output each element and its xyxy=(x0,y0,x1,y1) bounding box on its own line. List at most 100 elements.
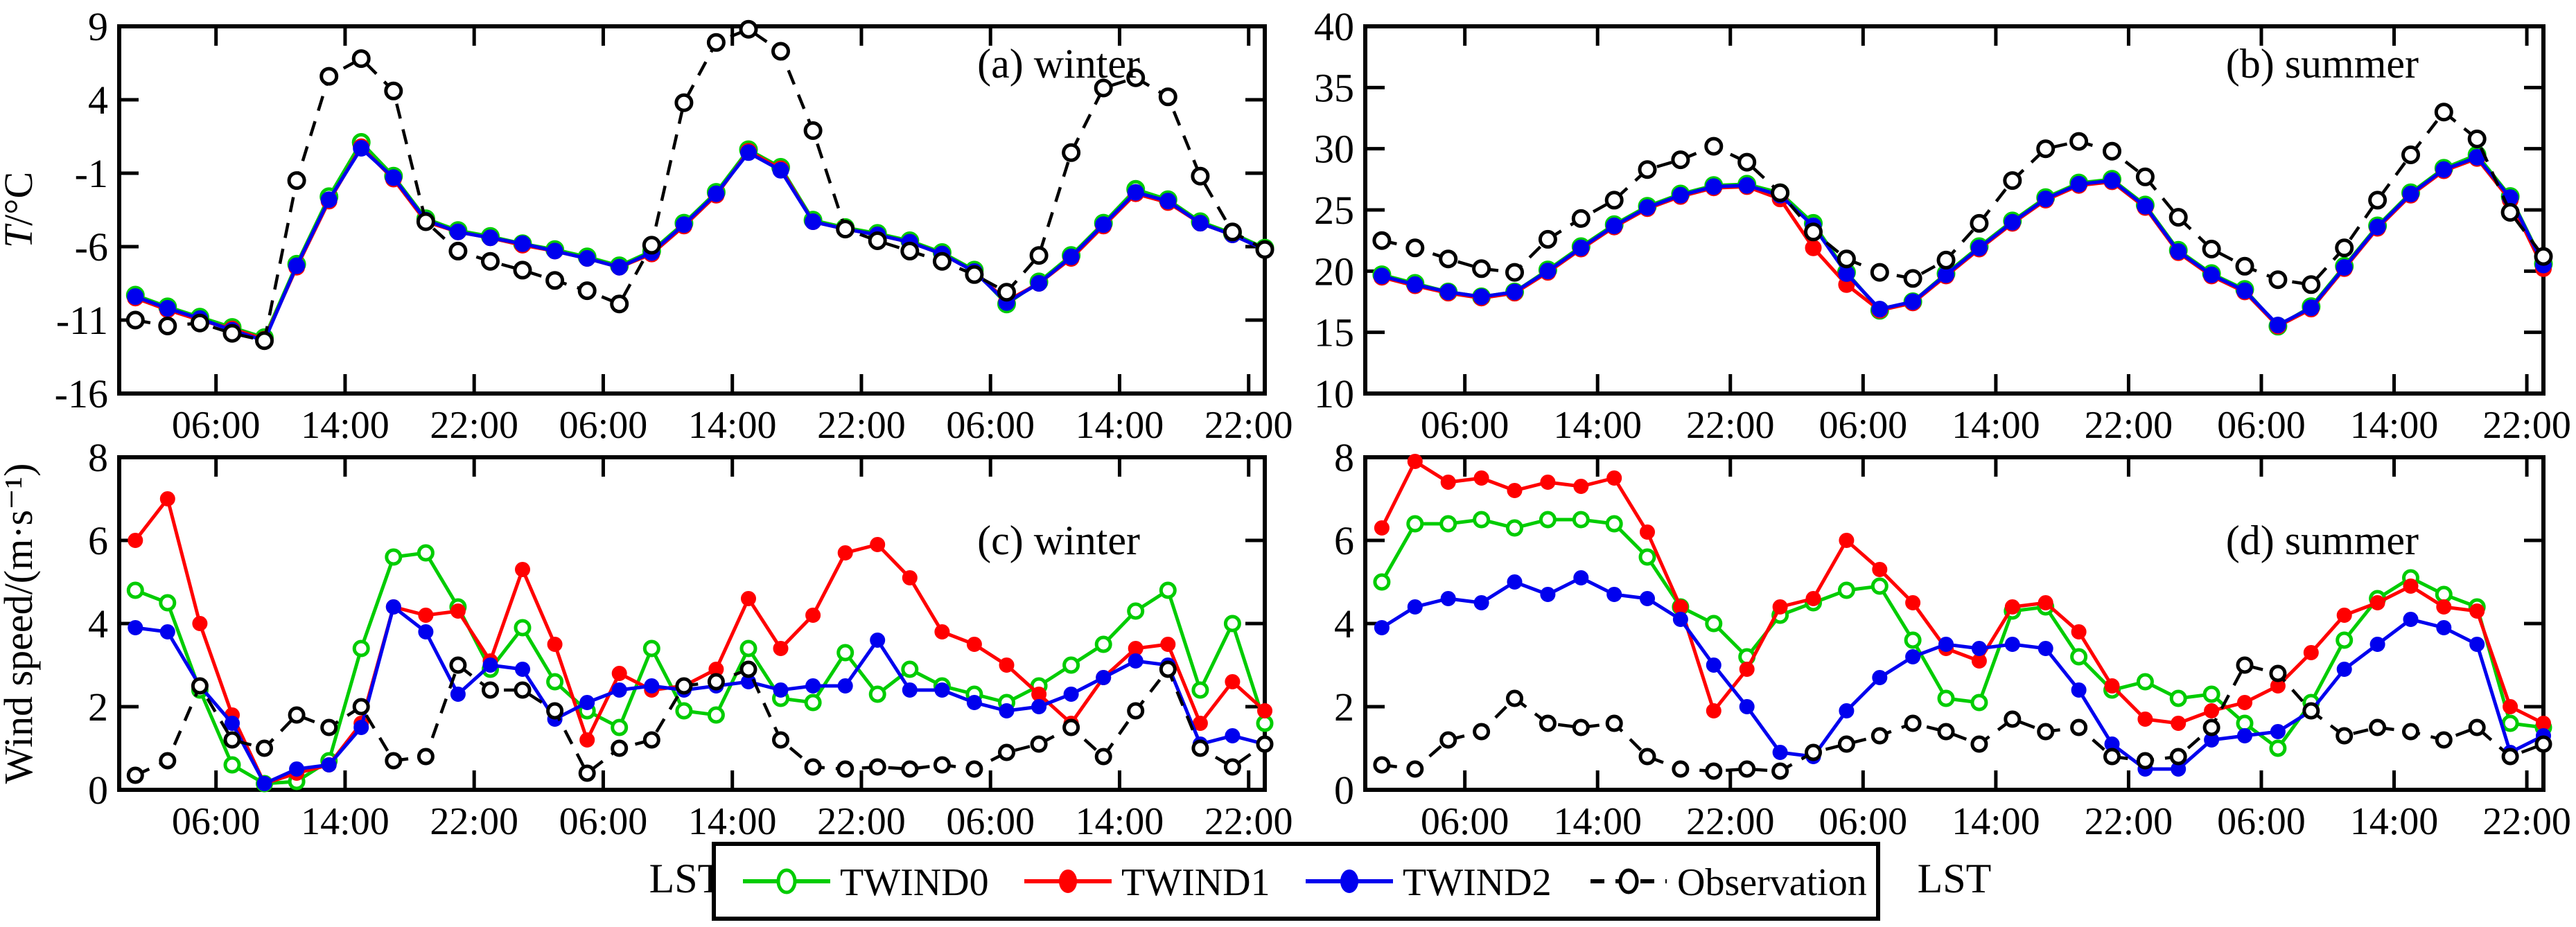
filled-circle-marker xyxy=(741,591,756,606)
filled-circle-marker xyxy=(2369,637,2385,652)
filled-circle-marker xyxy=(966,695,982,710)
filled-circle-marker xyxy=(1738,177,1755,194)
open-circle-marker xyxy=(836,220,855,239)
open-circle-marker xyxy=(2402,723,2419,741)
open-circle-marker xyxy=(1127,702,1145,720)
filled-circle-marker xyxy=(1739,662,1755,677)
open-circle-marker xyxy=(222,324,242,343)
y-tick-label: 0 xyxy=(1334,768,1354,813)
open-circle-marker xyxy=(2335,238,2354,258)
filled-circle-marker xyxy=(2469,637,2485,652)
filled-circle-marker xyxy=(2038,595,2053,610)
open-circle-marker xyxy=(803,121,823,140)
x-tick-label: 06:00 xyxy=(2217,404,2306,447)
open-circle-marker xyxy=(836,760,855,778)
x-tick-label: 22:00 xyxy=(430,404,518,447)
filled-circle-marker xyxy=(2004,599,2020,615)
x-tick-label: 06:00 xyxy=(2217,800,2306,843)
open-circle-marker xyxy=(1094,748,1112,766)
series-twind1-panel-d xyxy=(1374,454,2551,731)
filled-circle-marker xyxy=(772,161,789,179)
open-circle-marker xyxy=(158,317,177,335)
y-tick-label: 9 xyxy=(88,4,108,49)
open-circle-marker xyxy=(1439,249,1458,269)
y-tick-label: 20 xyxy=(1314,249,1354,294)
filled-circle-marker xyxy=(1872,562,1888,577)
open-circle-marker xyxy=(385,548,403,566)
open-circle-marker xyxy=(2534,247,2553,266)
open-circle-marker xyxy=(1223,758,1241,776)
open-circle-marker xyxy=(2269,739,2287,757)
open-circle-marker xyxy=(1062,143,1081,162)
plot-frame xyxy=(1363,24,2546,396)
filled-circle-marker xyxy=(128,620,143,635)
x-tick-label: 22:00 xyxy=(1686,404,1775,447)
y-tick-label: -11 xyxy=(56,298,108,343)
legend-box: TWIND0 TWIND1 TWIND2 Observation xyxy=(712,842,1880,921)
filled-circle-marker xyxy=(1805,239,1822,256)
x-tick-label: 14:00 xyxy=(1076,404,1164,447)
filled-circle-marker xyxy=(1473,595,1489,610)
open-circle-marker xyxy=(481,251,500,271)
open-circle-marker xyxy=(1936,250,1956,270)
filled-circle-marker xyxy=(966,637,982,652)
x-tick-label: 06:00 xyxy=(1421,800,1509,843)
open-circle-marker xyxy=(1672,760,1690,778)
open-circle-marker xyxy=(997,283,1016,302)
x-tick-label: 14:00 xyxy=(1553,404,1642,447)
open-circle-marker xyxy=(674,93,694,112)
open-circle-marker xyxy=(2435,731,2453,749)
x-tick-label: 06:00 xyxy=(1819,800,1908,843)
y-tick-label: -6 xyxy=(75,224,108,270)
open-circle-marker xyxy=(384,81,403,100)
filled-circle-marker xyxy=(159,491,175,506)
filled-circle-marker xyxy=(773,641,789,656)
filled-circle-marker xyxy=(514,235,531,252)
open-circle-marker xyxy=(255,331,274,351)
filled-circle-marker xyxy=(2204,703,2220,718)
open-circle-marker xyxy=(352,639,370,657)
x-tick-label: 06:00 xyxy=(1819,404,1908,447)
panel-a: 06:00 14:00 22:00 06:00 14:00 22:00 06:00 14:00… xyxy=(0,4,1293,447)
y-tick-label: 6 xyxy=(1334,518,1354,563)
open-circle-marker xyxy=(1837,249,1856,269)
open-circle-marker xyxy=(1805,743,1822,761)
open-circle-marker xyxy=(2169,748,2187,766)
open-circle-marker xyxy=(545,271,565,290)
filled-circle-marker xyxy=(805,678,821,694)
filled-circle-marker xyxy=(1606,587,1622,602)
filled-circle-marker xyxy=(450,603,466,619)
filled-circle-marker xyxy=(256,776,272,791)
open-circle-marker xyxy=(546,673,564,691)
open-circle-marker xyxy=(2500,203,2520,222)
filled-circle-marker xyxy=(353,140,370,157)
open-circle-marker xyxy=(2236,656,2254,674)
open-circle-marker xyxy=(2202,718,2220,736)
open-circle-marker xyxy=(256,739,273,757)
filled-circle-marker xyxy=(2369,218,2386,236)
panel-b: 06:00 14:00 22:00 06:00 14:00 22:00 06:00 14:00… xyxy=(1314,4,2571,447)
legend-item-twind0: TWIND0 xyxy=(743,861,989,904)
open-circle-marker xyxy=(1705,615,1723,633)
open-circle-marker xyxy=(707,706,725,724)
open-circle-marker xyxy=(2202,240,2221,258)
filled-circle-marker xyxy=(1127,184,1144,201)
open-circle-marker xyxy=(706,33,726,52)
x-tick-label: 22:00 xyxy=(430,800,518,843)
y-tick-label: 0 xyxy=(88,768,108,813)
open-circle-marker xyxy=(1539,714,1557,732)
open-circle-marker xyxy=(1539,511,1557,529)
open-circle-marker xyxy=(2103,141,2121,161)
x-tick-label: 14:00 xyxy=(1553,800,1642,843)
open-circle-marker xyxy=(1505,263,1524,282)
open-circle-marker xyxy=(2302,702,2320,720)
filled-circle-marker xyxy=(740,144,757,161)
x-axis-title-left: LST xyxy=(649,856,724,901)
legend-filled-circle xyxy=(1059,869,1077,893)
x-tick-label: 06:00 xyxy=(946,404,1035,447)
x-tick-label: 14:00 xyxy=(688,404,777,447)
y-tick-label: 35 xyxy=(1314,65,1354,110)
filled-circle-marker xyxy=(2070,175,2087,193)
open-circle-marker xyxy=(223,731,241,749)
legend-label: TWIND1 xyxy=(1121,861,1270,904)
